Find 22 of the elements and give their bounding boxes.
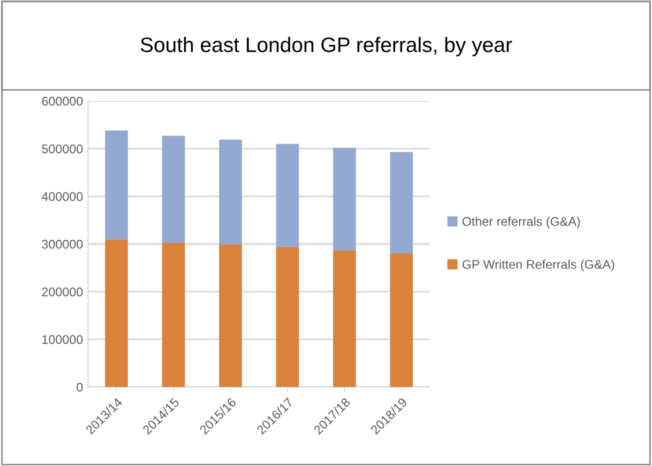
bar — [162, 243, 185, 387]
y-tick-label: 500000 — [42, 144, 83, 154]
y-tick-label: 100000 — [42, 335, 83, 344]
y-tick-label: 0 — [76, 382, 83, 392]
y-tick-label: 600000 — [42, 96, 83, 106]
y-tick-label: 300000 — [42, 240, 83, 249]
legend-label: Other referrals (G&A) — [462, 216, 580, 228]
bar — [105, 130, 128, 240]
chart-title: South east London GP referrals, by year — [140, 36, 512, 56]
bar — [219, 140, 242, 244]
y-tick-label: 200000 — [42, 287, 83, 296]
bar — [105, 239, 128, 387]
bar — [276, 144, 299, 247]
y-tick-label: 400000 — [42, 192, 83, 201]
legend-label: GP Written Referrals (G&A) — [462, 260, 614, 272]
bar — [333, 250, 356, 387]
bar — [162, 136, 185, 244]
bar — [390, 254, 413, 387]
bar — [333, 148, 356, 250]
bar — [390, 152, 413, 254]
bar — [219, 244, 242, 387]
bar — [276, 246, 299, 387]
